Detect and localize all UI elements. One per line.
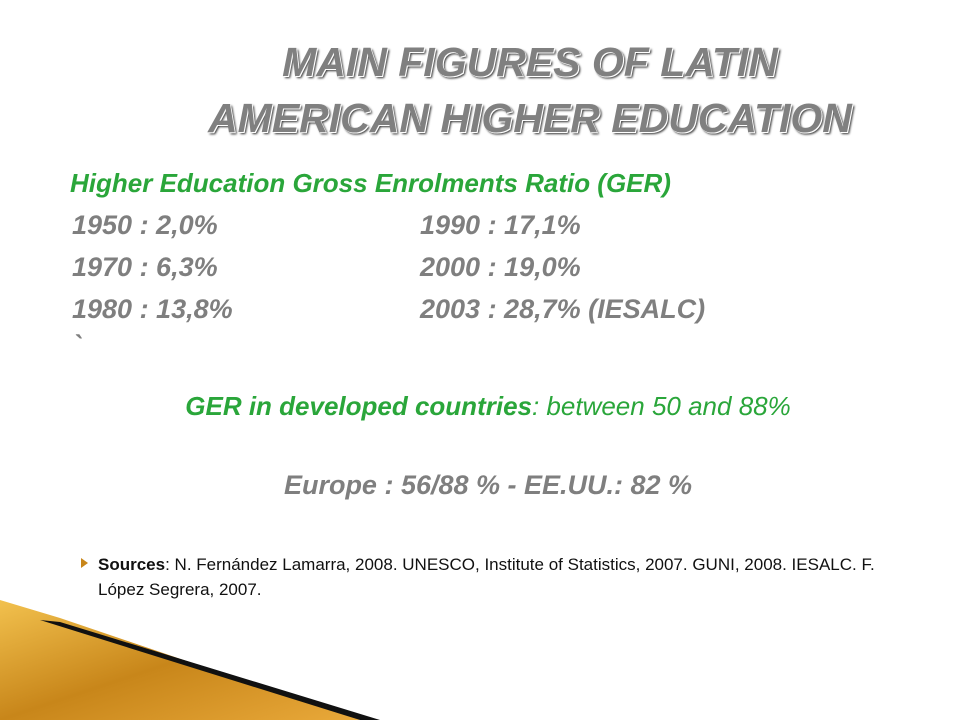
ger-row: 1990 : 17,1% xyxy=(420,210,581,240)
ger-row: 2000 : 19,0% xyxy=(420,252,581,282)
ger-row: 2003 : 28,7% (IESALC) xyxy=(420,294,706,324)
ger-row: 1980 : 13,8% xyxy=(72,294,233,324)
sources-label: Sources xyxy=(98,555,166,574)
sources-text: : N. Fernández Lamarra, 2008. UNESCO, In… xyxy=(98,555,875,599)
title-line: MAIN FIGURES OF LATIN xyxy=(282,39,778,85)
sources: Sources: N. Fernández Lamarra, 2008. UNE… xyxy=(98,552,898,602)
developed-text: GER in developed countries: between 50 a… xyxy=(150,388,826,424)
developed-range: : between 50 and 88% xyxy=(531,391,791,421)
developed-label: GER in developed countries xyxy=(185,391,532,421)
ger-row: 1970 : 6,3% xyxy=(72,252,218,282)
ger-heading: Higher Education Gross Enrolments Ratio … xyxy=(70,168,671,198)
stray-mark: ` xyxy=(72,330,81,360)
ger-row: 1950 : 2,0% xyxy=(72,210,218,240)
black-stripe xyxy=(40,620,380,720)
bullet xyxy=(81,558,88,568)
title-line: AMERICAN HIGHER EDUCATION xyxy=(208,95,852,141)
developed-detail: Europe : 56/88 % - EE.UU.: 82 % xyxy=(283,470,693,500)
